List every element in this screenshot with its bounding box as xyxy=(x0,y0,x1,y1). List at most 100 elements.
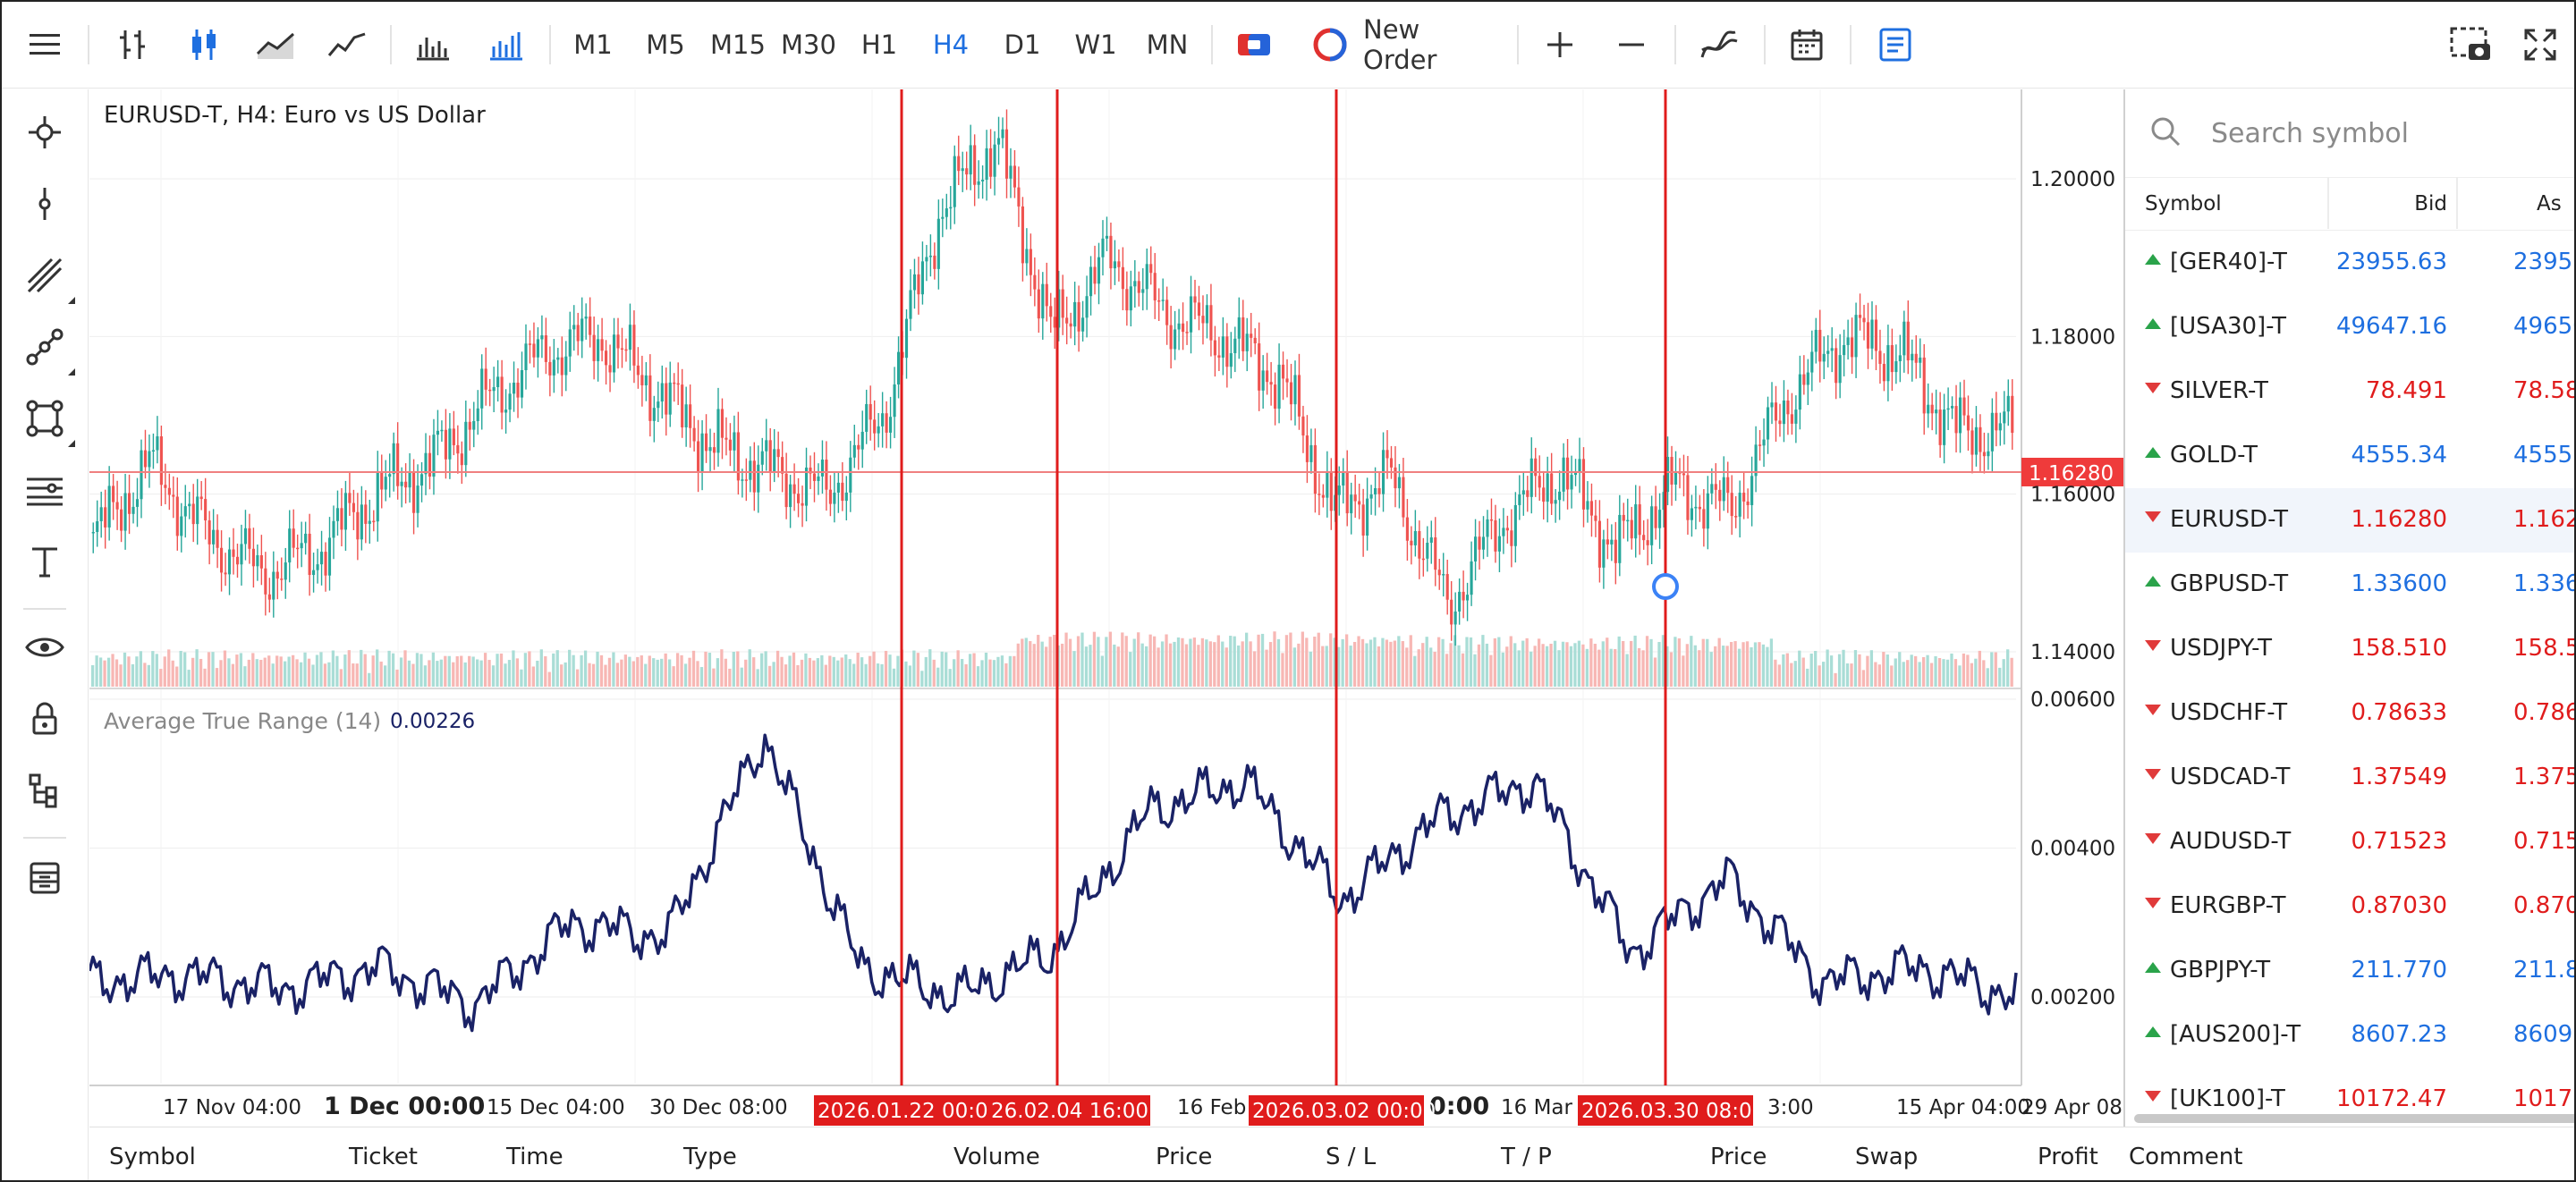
zoom-out-icon[interactable] xyxy=(1606,2,1657,88)
symbol-row[interactable]: SILVER-T 78.491 78.58 xyxy=(2125,359,2574,424)
candle-body xyxy=(912,274,917,291)
volume-bar xyxy=(1758,642,1761,687)
price-chart-svg[interactable]: 1.16280 1.20000 1.18000 1.16000 1.14000 0.006… xyxy=(89,89,2123,1127)
crosshair-icon[interactable] xyxy=(18,106,72,159)
trade-table-header: Symbol Ticket Time Type Volume Price S / L T / … xyxy=(89,1127,2574,1180)
header-symbol[interactable]: Symbol xyxy=(2145,192,2222,215)
candle-body xyxy=(1069,323,1072,327)
column-type[interactable]: Type xyxy=(683,1144,737,1170)
one-click-trading-icon[interactable] xyxy=(1229,2,1279,88)
object-tree-icon[interactable] xyxy=(18,764,72,817)
timeframe-m1[interactable]: M1 xyxy=(573,30,613,60)
candle-body xyxy=(324,552,327,576)
panel-horizontal-scrollbar[interactable] xyxy=(2134,1114,2574,1123)
symbol-row[interactable]: [GER40]-T 23955.63 23956.8 xyxy=(2125,231,2574,295)
symbol-row[interactable]: GOLD-T 4555.34 4555.8 xyxy=(2125,424,2574,488)
tick-volume-icon[interactable] xyxy=(479,2,533,88)
new-order-button[interactable]: New Order xyxy=(1363,14,1437,75)
volume-icon[interactable] xyxy=(406,2,460,88)
vertical-line-icon[interactable] xyxy=(18,177,72,231)
fullscreen-icon[interactable] xyxy=(2515,2,2565,88)
trendline-icon[interactable] xyxy=(18,320,75,376)
timeframe-h1[interactable]: H1 xyxy=(860,30,898,60)
text-tool-icon[interactable] xyxy=(18,535,72,588)
volume-bar xyxy=(547,671,551,687)
bar-chart-type-icon[interactable] xyxy=(106,2,159,88)
volume-bar xyxy=(423,665,428,687)
symbol-row[interactable]: GBPUSD-T 1.33600 1.3361 xyxy=(2125,553,2574,617)
candle-body xyxy=(1101,238,1105,258)
column-comment[interactable]: Comment xyxy=(2129,1144,2243,1170)
zoom-in-icon[interactable] xyxy=(1535,2,1585,88)
column-volume[interactable]: Volume xyxy=(953,1144,1040,1170)
volume-bar xyxy=(360,649,363,687)
volume-bar xyxy=(468,655,471,687)
search-input[interactable] xyxy=(2209,109,2562,157)
symbol-row[interactable]: USDCAD-T 1.37549 1.3756 xyxy=(2125,746,2574,810)
timeframe-h4[interactable]: H4 xyxy=(932,30,970,60)
channel-icon[interactable] xyxy=(18,249,75,304)
calendar-icon[interactable] xyxy=(1782,2,1832,88)
header-ask[interactable]: As xyxy=(2537,192,2562,215)
candle-body xyxy=(140,450,143,500)
line-chart-type-icon[interactable] xyxy=(320,2,374,88)
layers-icon[interactable] xyxy=(18,851,72,905)
atr-indicator-title[interactable]: Average True Range (14) xyxy=(104,708,382,734)
column-ticket[interactable]: Ticket xyxy=(349,1144,418,1170)
screenshot-icon[interactable] xyxy=(2444,2,2497,88)
lock-icon[interactable] xyxy=(18,692,72,746)
symbol-bid: 78.491 xyxy=(2366,377,2447,404)
candlestick-chart-type-icon[interactable] xyxy=(177,2,231,88)
candle-body xyxy=(120,509,123,531)
new-order-icon[interactable] xyxy=(1309,2,1351,88)
timeframe-m15[interactable]: M15 xyxy=(710,30,766,60)
volume-bar xyxy=(699,667,704,687)
rectangle-shape-icon[interactable] xyxy=(18,392,75,447)
column-symbol[interactable]: Symbol xyxy=(109,1144,196,1170)
volume-bar xyxy=(1714,646,1717,687)
symbol-row[interactable]: [UK100]-T 10172.47 10173.5 xyxy=(2125,1068,2574,1127)
timeframe-m5[interactable]: M5 xyxy=(646,30,685,60)
symbol-row[interactable]: AUDUSD-T 0.71523 0.7153 xyxy=(2125,810,2574,874)
volume-bar xyxy=(1276,638,1281,687)
chart-area[interactable]: 1.16280 1.20000 1.18000 1.16000 1.14000 0.006… xyxy=(89,89,2123,1127)
timeframe-m30[interactable]: M30 xyxy=(781,30,836,60)
candle-body xyxy=(1337,485,1341,495)
volume-bar xyxy=(515,658,520,687)
column-price[interactable]: Price xyxy=(1156,1144,1213,1170)
timeframe-mn[interactable]: MN xyxy=(1146,30,1189,60)
symbol-row[interactable]: [AUS200]-T 8607.23 8609.2 xyxy=(2125,1003,2574,1068)
visibility-eye-icon[interactable] xyxy=(18,621,72,674)
header-bid[interactable]: Bid xyxy=(2414,192,2447,215)
timeframe-d1[interactable]: D1 xyxy=(1004,30,1041,60)
column-s-l[interactable]: S / L xyxy=(1326,1144,1377,1170)
column-time[interactable]: Time xyxy=(506,1144,564,1170)
symbol-row[interactable]: [USA30]-T 49647.16 49650.1 xyxy=(2125,295,2574,359)
volume-bar xyxy=(379,661,383,687)
volume-bar xyxy=(504,663,507,687)
candle-body xyxy=(817,476,820,481)
timeframe-w1[interactable]: W1 xyxy=(1074,30,1117,60)
volume-bar xyxy=(1937,657,1942,687)
candle-body xyxy=(1253,337,1257,344)
volume-bar xyxy=(544,655,547,687)
symbol-row[interactable]: EURUSD-T 1.16280 1.1628 xyxy=(2125,488,2574,553)
volume-bar xyxy=(1445,654,1449,687)
volume-bar xyxy=(1990,652,1994,687)
fibonacci-icon[interactable] xyxy=(18,463,72,517)
symbol-row[interactable]: EURGBP-T 0.87030 0.8704 xyxy=(2125,874,2574,939)
column-swap[interactable]: Swap xyxy=(1855,1144,1919,1170)
menu-icon[interactable] xyxy=(16,2,73,88)
column-profit[interactable]: Profit xyxy=(2038,1144,2098,1170)
area-chart-type-icon[interactable] xyxy=(249,2,302,88)
candle-body xyxy=(1597,520,1601,568)
symbol-row[interactable]: GBPJPY-T 211.770 211.80 xyxy=(2125,939,2574,1003)
candle-body xyxy=(1554,500,1557,504)
column-price[interactable]: Price xyxy=(1710,1144,1767,1170)
symbol-row[interactable]: USDJPY-T 158.510 158.52 xyxy=(2125,617,2574,681)
indicators-icon[interactable] xyxy=(1694,2,1744,88)
column-t-p[interactable]: T / P xyxy=(1501,1144,1552,1170)
symbol-row[interactable]: USDCHF-T 0.78633 0.7864 xyxy=(2125,681,2574,746)
candle-body xyxy=(388,474,392,477)
trade-journal-icon[interactable] xyxy=(1871,2,1919,88)
